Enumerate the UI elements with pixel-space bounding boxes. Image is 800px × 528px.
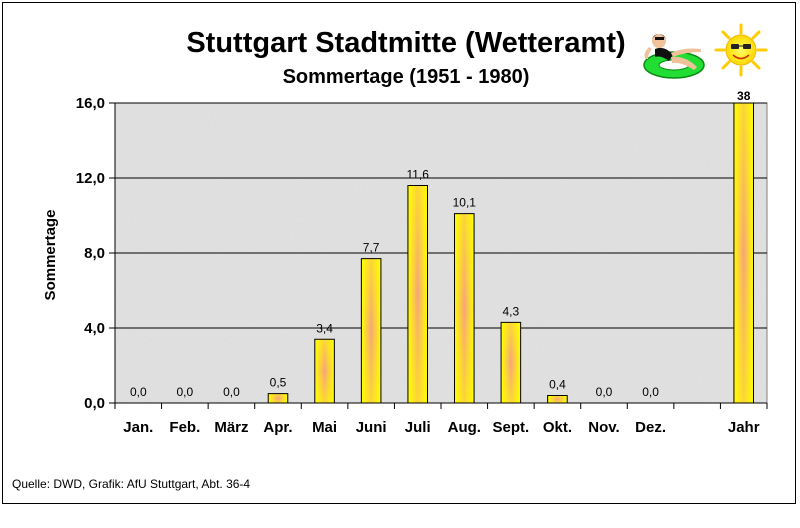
value-label: 0,5 (270, 376, 287, 390)
bar (454, 213, 475, 404)
value-label: 0,4 (549, 378, 566, 392)
value-label: 7,7 (363, 241, 380, 255)
category-label: Juli (405, 419, 431, 436)
y-tick-label: 12,0 (76, 170, 105, 187)
bar-shade (407, 185, 428, 403)
category-label: Dez. (635, 419, 666, 436)
bar (360, 258, 382, 404)
category-label: Okt. (543, 419, 572, 436)
source-note: Quelle: DWD, Grafik: AfU Stuttgart, Abt.… (12, 477, 250, 491)
bar (267, 393, 289, 404)
category-label: Aug. (448, 419, 481, 436)
value-label: 38 (737, 89, 751, 103)
value-label: 4,3 (503, 304, 520, 318)
value-label: 0,0 (177, 385, 194, 399)
gridlines (115, 102, 767, 329)
y-tick-label: 8,0 (84, 245, 105, 262)
value-label: 0,0 (642, 385, 659, 399)
sunbather-icon (643, 34, 705, 79)
bar-shade (733, 103, 754, 403)
category-label: Feb. (169, 419, 200, 436)
category-label: Mai (312, 419, 337, 436)
category-label: Juni (356, 419, 387, 436)
y-tick-label: 16,0 (76, 95, 105, 112)
category-label: Sept. (493, 419, 530, 436)
chart: Stuttgart Stadtmitte (Wetteramt) Sommert… (12, 23, 768, 491)
chart-title: Stuttgart Stadtmitte (Wetteramt) (186, 27, 625, 59)
category-label: Nov. (588, 419, 619, 436)
value-label: 11,6 (406, 168, 429, 182)
category-label: Apr. (263, 419, 292, 436)
value-label: 3,4 (316, 321, 333, 335)
y-tick-labels: 0,0 4,0 8,0 12,0 16,0 (76, 95, 105, 412)
bars (267, 102, 754, 404)
bar-shade (314, 339, 335, 403)
category-label: Jan. (123, 419, 153, 436)
value-label: 0,0 (596, 385, 613, 399)
value-label: 10,1 (453, 196, 477, 210)
bar (547, 395, 568, 404)
bar (500, 321, 522, 404)
value-labels: 0,0 0,0 0,0 0,5 3,4 7,7 11,6 10,1 4,3 0,4 0,0 0,0 38 (130, 89, 751, 399)
sun-icon (714, 23, 768, 77)
category-label: März (214, 419, 248, 436)
axes (109, 102, 768, 409)
category-labels: Jan. Feb. März Apr. Mai Juni Juli Aug. Sept. Okt.… (123, 419, 759, 436)
bar (314, 338, 335, 404)
bar-shade (454, 213, 475, 403)
bar-shade (547, 395, 568, 403)
bar (733, 102, 754, 404)
y-axis-label: Sommertage (42, 210, 59, 301)
bar-shade (268, 393, 288, 403)
y-tick-label: 0,0 (84, 395, 105, 412)
bar-shade (501, 322, 521, 403)
y-tick-label: 4,0 (84, 320, 105, 337)
category-label: Jahr (728, 419, 760, 436)
value-label: 0,0 (130, 385, 147, 399)
value-label: 0,0 (223, 385, 240, 399)
bar-shade (361, 258, 381, 403)
chart-subtitle: Sommertage (1951 - 1980) (283, 66, 530, 88)
bar (407, 185, 428, 404)
chart-frame: Stuttgart Stadtmitte (Wetteramt) Sommert… (2, 2, 796, 504)
